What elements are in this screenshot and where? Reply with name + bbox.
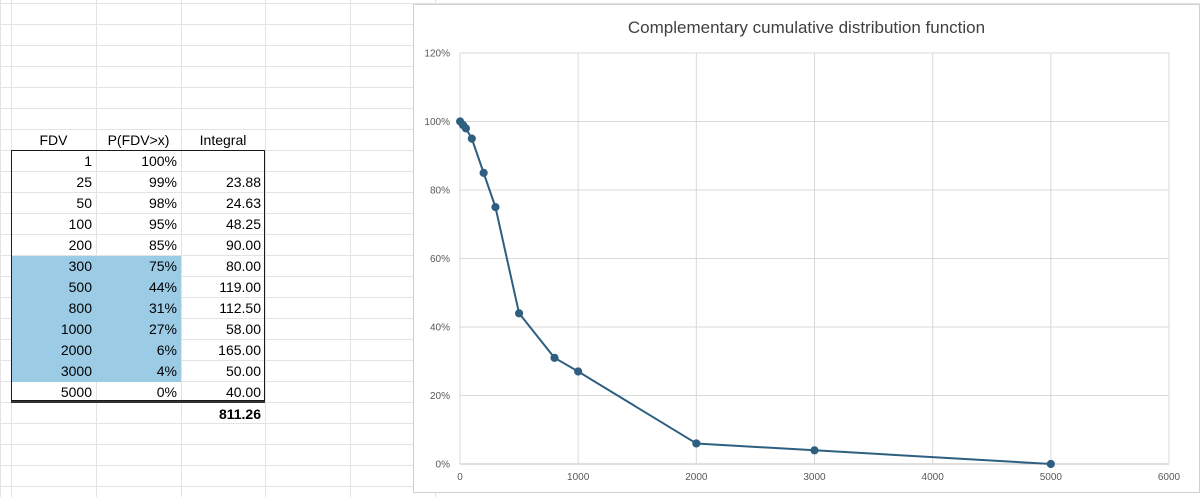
data-point[interactable] (491, 203, 500, 212)
probability-cell[interactable]: 27% (96, 319, 181, 340)
integral-cell[interactable]: 90.00 (225, 237, 261, 253)
data-point[interactable] (479, 168, 488, 177)
y-tick-label: 0% (436, 460, 451, 471)
y-tick-label: 40% (430, 323, 450, 334)
fdv-cell[interactable]: 200 (68, 237, 92, 253)
integral-cell[interactable]: 48.25 (225, 216, 261, 232)
probability-cell[interactable]: 95% (148, 216, 177, 232)
data-point[interactable] (810, 446, 819, 455)
integral-cell[interactable]: 112.50 (219, 300, 261, 316)
probability-cell[interactable]: 98% (148, 195, 177, 211)
x-tick-label: 6000 (1158, 472, 1181, 483)
fdv-cell[interactable]: 25 (76, 174, 92, 190)
x-tick-label: 0 (457, 472, 463, 483)
data-point[interactable] (574, 367, 583, 376)
header-cell[interactable]: FDV (39, 132, 68, 148)
series-line[interactable] (459, 120, 1051, 465)
fdv-cell[interactable]: 100 (68, 216, 92, 232)
fdv-cell[interactable]: 300 (11, 256, 96, 277)
integral-cell[interactable]: 58.00 (225, 321, 261, 337)
probability-cell[interactable]: 75% (96, 256, 181, 277)
header-cell[interactable]: Integral (199, 132, 247, 148)
probability-cell[interactable]: 100% (141, 153, 177, 169)
y-tick-label: 120% (424, 49, 450, 60)
x-tick-label: 1000 (567, 472, 590, 483)
data-point[interactable] (550, 353, 559, 362)
fdv-cell[interactable]: 800 (11, 298, 96, 319)
y-tick-label: 20% (430, 391, 450, 402)
integral-cell[interactable]: 24.63 (225, 195, 261, 211)
fdv-cell[interactable]: 50 (76, 195, 92, 211)
y-tick-label: 80% (430, 186, 450, 197)
integral-cell[interactable]: 165.00 (218, 342, 261, 358)
fdv-cell[interactable]: 1 (84, 153, 92, 169)
x-tick-label: 4000 (922, 472, 945, 483)
integral-cell[interactable]: 80.00 (225, 258, 261, 274)
fdv-cell[interactable]: 2000 (11, 340, 96, 361)
probability-cell[interactable]: 0% (156, 384, 177, 400)
integral-total-cell[interactable]: 811.26 (218, 406, 261, 422)
header-cell[interactable]: P(FDV>x) (107, 132, 170, 148)
fdv-cell[interactable]: 500 (11, 277, 96, 298)
data-point[interactable] (461, 124, 471, 133)
data-point[interactable] (1046, 459, 1055, 469)
probability-cell[interactable]: 6% (96, 340, 181, 361)
probability-cell[interactable]: 85% (148, 237, 177, 253)
integral-cell[interactable]: 50.00 (225, 363, 261, 379)
chart-plot: 0% 20% 40% 60% 80% 100% 120% 0 1000 2000 3000 4000 5… (424, 49, 1181, 484)
fdv-cell[interactable]: 5000 (60, 384, 92, 400)
data-point[interactable] (514, 309, 524, 318)
data-point[interactable] (467, 134, 476, 143)
integral-cell[interactable]: 119.00 (219, 279, 261, 295)
y-tick-label: 100% (424, 117, 450, 128)
x-tick-label: 3000 (803, 472, 826, 483)
x-tick-label: 2000 (685, 472, 708, 483)
table-border (11, 150, 265, 401)
fdv-cell[interactable]: 3000 (11, 361, 96, 382)
fdv-cell[interactable]: 1000 (11, 319, 96, 340)
probability-cell[interactable]: 44% (96, 277, 181, 298)
x-tick-label: 5000 (1040, 472, 1063, 483)
probability-cell[interactable]: 99% (148, 174, 177, 190)
y-tick-label: 60% (430, 254, 450, 265)
integral-cell[interactable]: 23.88 (225, 174, 261, 190)
ccdf-chart[interactable]: Complementary cumulative distribution fu… (413, 4, 1200, 493)
total-separator (11, 401, 265, 403)
integral-cell[interactable]: 40.00 (225, 384, 261, 400)
chart-title: Complementary cumulative distribution fu… (627, 18, 986, 37)
data-point[interactable] (692, 439, 701, 448)
probability-cell[interactable]: 31% (96, 298, 181, 319)
probability-cell[interactable]: 4% (96, 361, 181, 382)
